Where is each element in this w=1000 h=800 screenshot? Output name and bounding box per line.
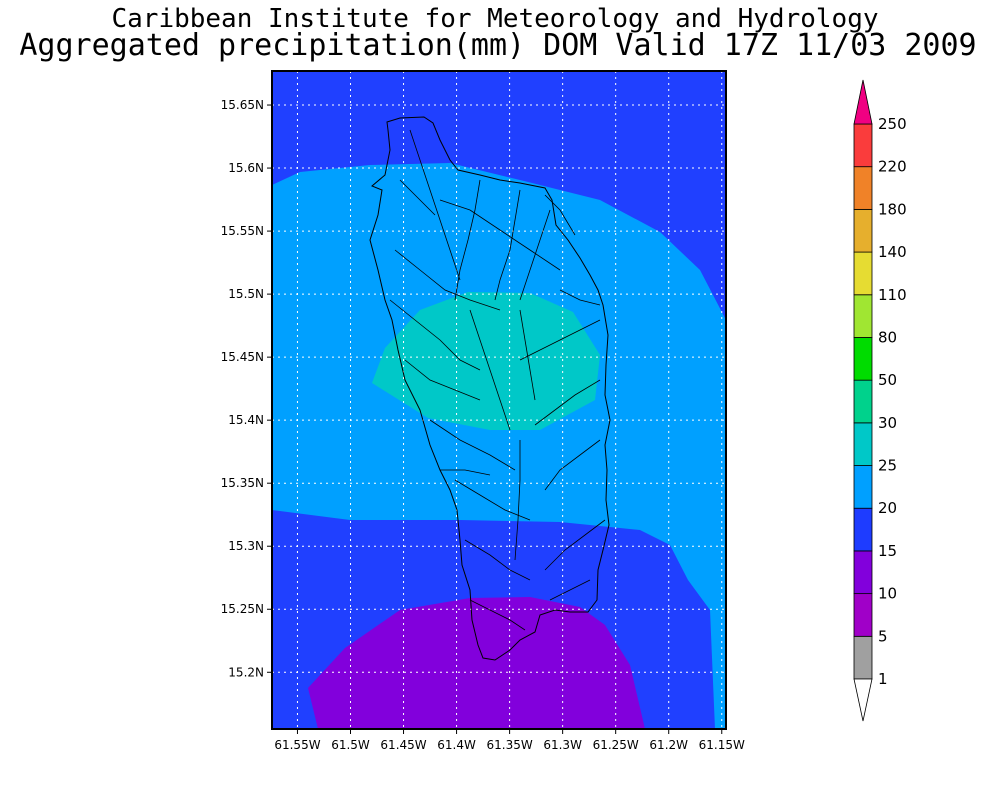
dominica-island (369, 116, 611, 661)
plot-frame (271, 70, 727, 730)
colorbar-segment (853, 208, 873, 253)
colorbar-segment (853, 251, 873, 296)
y-tick-label: 15.45N (221, 350, 264, 364)
colorbar-label: 250 (878, 115, 907, 133)
colorbar-label: 180 (878, 200, 907, 218)
lat-lon-grid (272, 71, 726, 729)
colorbar-label: 20 (878, 499, 897, 517)
x-tick-label: 61.35W (486, 738, 532, 752)
x-tick-label: 61.5W (331, 738, 370, 752)
x-tick-label: 61.15W (699, 738, 745, 752)
y-tick-label: 15.25N (221, 602, 264, 616)
contour-20-25 (272, 163, 726, 729)
y-tick-label: 15.55N (221, 224, 264, 238)
colorbar-segment (853, 337, 873, 381)
y-tick-label: 15.6N (228, 161, 264, 175)
colorbar-label: 5 (878, 627, 888, 645)
colorbar-label: 10 (878, 585, 897, 603)
x-tick-label: 61.25W (593, 738, 639, 752)
colorbar-segment (853, 123, 873, 168)
colorbar-segment (853, 465, 873, 509)
map-title-institute: Caribbean Institute for Meteorology and … (111, 4, 879, 34)
contour-10-15 (308, 597, 645, 729)
contour-fields (272, 71, 726, 729)
colorbar-segment (853, 507, 873, 552)
colorbar-label: 140 (878, 243, 907, 261)
colorbar-segment (853, 422, 873, 466)
colorbar-label: 25 (878, 457, 897, 475)
colorbar-top-arrow (853, 79, 873, 125)
x-tick-label: 61.55W (274, 738, 320, 752)
y-tick-label: 15.65N (221, 98, 264, 112)
contour-25-30 (372, 292, 600, 430)
map-title-product: Aggregated precipitation(mm) DOM Valid 1… (19, 28, 977, 63)
colorbar-label: 1 (878, 670, 888, 688)
x-tick-label: 61.4W (437, 738, 476, 752)
colorbar-segment (853, 593, 873, 637)
colorbar-label: 30 (878, 414, 897, 432)
y-tick-label: 15.35N (221, 476, 264, 490)
river-network (389, 129, 606, 631)
colorbar-label: 50 (878, 371, 897, 389)
longitude-tick-labels: 61.55W 61.5W 61.45W 61.4W 61.35W 61.3W 61.25W 6… (274, 729, 745, 752)
latitude-tick-labels: 15.65N 15.6N 15.55N 15.5N 15.45N 15.4N 15.35N 1… (221, 98, 272, 679)
y-tick-label: 15.2N (228, 665, 264, 679)
x-tick-label: 61.2W (649, 738, 688, 752)
colorbar-label: 220 (878, 158, 907, 176)
colorbar-label: 15 (878, 542, 897, 560)
colorbar-segment (853, 166, 873, 210)
y-tick-label: 15.5N (228, 287, 264, 301)
colorbar-segment (853, 379, 873, 424)
x-tick-label: 61.45W (380, 738, 426, 752)
colorbar-bottom-arrow (853, 678, 873, 722)
x-tick-label: 61.3W (543, 738, 582, 752)
colorbar-label: 80 (878, 328, 897, 346)
colorbar-segment (853, 550, 873, 595)
y-tick-label: 15.3N (228, 539, 264, 553)
island-outline (369, 116, 611, 661)
colorbar-segment (853, 294, 873, 338)
y-tick-label: 15.4N (228, 413, 264, 427)
colorbar-segment (853, 635, 873, 680)
colorbar-label: 110 (878, 286, 907, 304)
